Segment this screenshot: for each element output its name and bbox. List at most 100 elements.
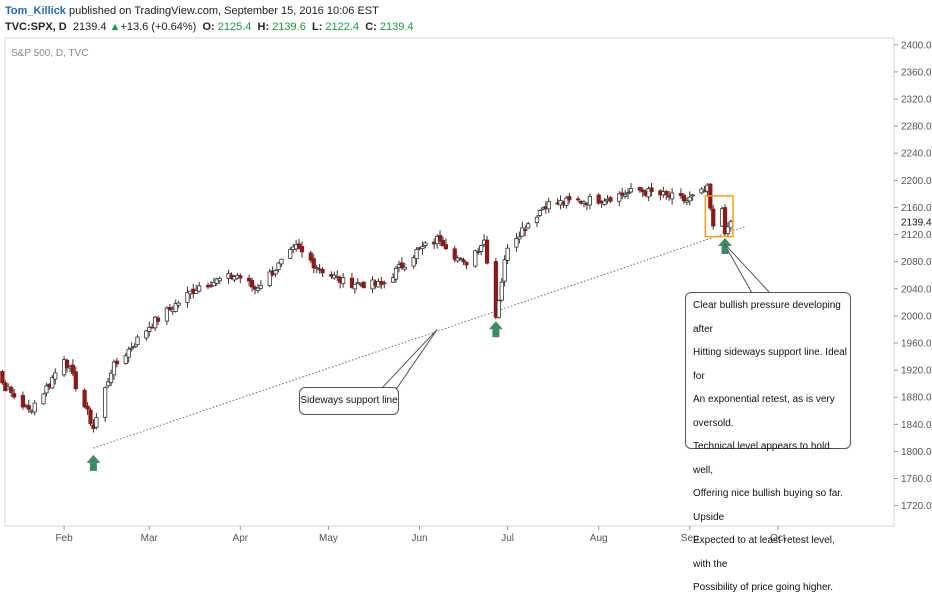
candle-body (114, 360, 120, 365)
candle-body (484, 239, 490, 264)
candle-body (534, 216, 540, 223)
candle-body (464, 262, 469, 266)
y-tick-label: 2160.00 (901, 203, 932, 214)
candle-body (476, 250, 481, 253)
published-text: published on TradingView.com, September … (69, 5, 379, 17)
symbol: TVC:SPX, D (5, 21, 67, 33)
plot-area (4, 37, 895, 527)
candle-body (32, 402, 37, 413)
candle-body (399, 262, 404, 269)
candle-body (690, 194, 695, 197)
candle-body (9, 386, 14, 393)
candle-body (670, 192, 675, 200)
price-change: +13.6 (+0.64%) (120, 21, 197, 33)
candle-body (279, 258, 284, 265)
candle-body (617, 193, 622, 202)
candle-body (258, 285, 263, 289)
candle-body (247, 277, 252, 282)
candle-body (637, 187, 642, 191)
symbol-line: TVC:SPX, D 2139.4 ▲+13.6 (+0.64%) O: 212… (5, 21, 414, 33)
candle-body (628, 188, 634, 193)
candle-body (499, 281, 504, 301)
candle-body (144, 330, 149, 339)
candle-body (581, 201, 587, 204)
support-callout-pointer (380, 329, 438, 389)
candle-body (341, 277, 346, 284)
candle-body (70, 364, 75, 374)
candle-body (620, 192, 625, 196)
x-axis[interactable]: Feb Mar Apr May Jun Jul Aug Sep Oct (55, 526, 786, 544)
arrows (86, 237, 732, 471)
candle-body (352, 283, 357, 290)
candle-body (299, 246, 305, 253)
candle-body (567, 196, 572, 201)
chart-header: Tom_Killick published on TradingView.com… (0, 0, 932, 36)
candle-body (361, 281, 366, 289)
candle-body (402, 266, 407, 270)
y-tick-label: 1960.00 (901, 339, 932, 350)
y-tick-label: 1840.00 (901, 420, 932, 431)
author-link[interactable]: Tom_Killick (5, 5, 66, 17)
candle-body (185, 292, 190, 303)
candle-body (479, 245, 484, 252)
low-label: L: (311, 21, 323, 33)
candle-body (473, 250, 478, 267)
candles (0, 182, 733, 433)
candle-body (197, 285, 202, 292)
candle-body (523, 229, 528, 231)
candle-body (443, 244, 449, 250)
candle-body (147, 327, 152, 332)
y-tick-label: 1920.00 (901, 366, 932, 377)
candle-body (167, 307, 172, 310)
price-chart[interactable]: S&P 500, D, TVC 1720.00 1760.00 1800.00 184… (0, 0, 932, 550)
candle-body (678, 193, 684, 197)
support-line-callout[interactable]: Sideways support line (299, 387, 399, 415)
candle-body (452, 248, 457, 260)
candle-body (437, 235, 443, 242)
y-tick-label: 1880.00 (901, 393, 932, 404)
candle-body (64, 359, 70, 369)
candle-body (440, 239, 446, 247)
candle-body (73, 371, 78, 390)
candle-body (82, 389, 87, 408)
candle-body (176, 302, 181, 306)
analysis-line: Offering nice bullish buying so far. Ups… (693, 488, 843, 523)
x-tick-label: Jul (501, 533, 514, 544)
candle-body (493, 261, 498, 318)
candle-body (94, 417, 99, 428)
candle-body (514, 238, 519, 248)
candle-body (320, 269, 325, 274)
support-line[interactable] (93, 225, 746, 449)
analysis-callout[interactable]: Clear bullish pressure developing after … (685, 292, 851, 593)
close-value: 2139.4 (379, 21, 414, 33)
x-tick-label: May (319, 533, 338, 544)
close-label: C: (365, 21, 377, 33)
candle-body (355, 282, 360, 284)
high-label: H: (257, 21, 270, 33)
candle-body (623, 194, 628, 197)
analysis-callout-pointer (723, 243, 772, 294)
analysis-line: An exponential retest, as is very overso… (693, 394, 835, 429)
y-tick-label: 1760.00 (901, 474, 932, 485)
candle-body (649, 187, 654, 192)
y-tick-label: 2000.00 (901, 311, 932, 322)
candle-body (602, 200, 607, 205)
candle-body (53, 372, 58, 380)
candle-body (132, 345, 137, 348)
candle-body (420, 246, 425, 250)
analysis-line: Clear bullish pressure developing after (693, 300, 841, 335)
up-arrow-icon (86, 454, 101, 471)
candle-body (725, 226, 731, 235)
y-tick-label: 2320.00 (901, 95, 932, 106)
candle-body (596, 194, 601, 204)
publish-line: Tom_Killick published on TradingView.com… (5, 5, 379, 17)
y-axis[interactable]: 1720.00 1760.00 1800.00 1840.00 1880.00 1920.… (894, 40, 932, 512)
candle-body (608, 197, 613, 202)
candle-body (349, 277, 355, 288)
last-price: 2139.4 (72, 21, 107, 33)
candle-body (461, 259, 466, 263)
candle-body (276, 262, 281, 270)
candle-body (155, 317, 161, 322)
candle-body (711, 208, 716, 227)
candle-body (50, 377, 55, 389)
